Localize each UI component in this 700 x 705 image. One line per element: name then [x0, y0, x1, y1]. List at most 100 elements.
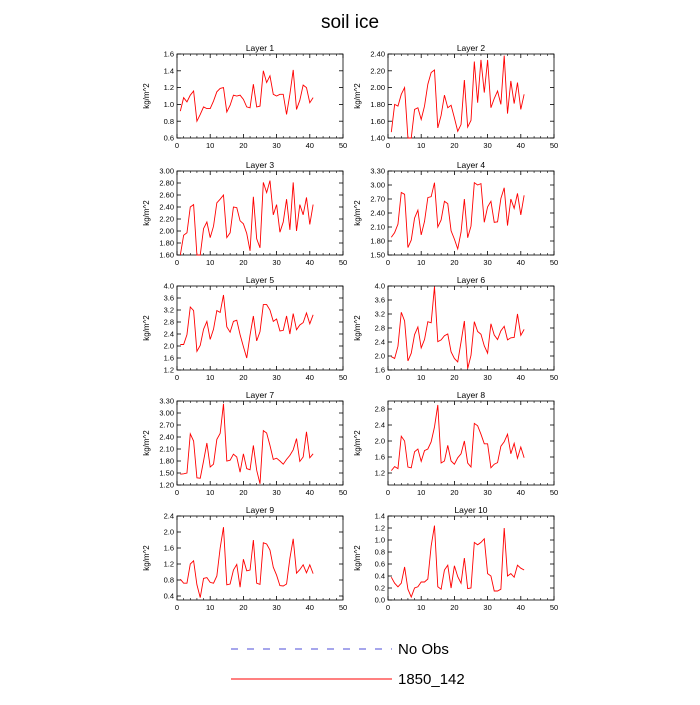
plot-frame — [176, 53, 344, 139]
y-axis-label: kg/m^2 — [142, 200, 151, 226]
panel-layer-2: Layer 2 0 10 20 30 40 50 1.40 1.60 1.80 2.00 2.20 2.… — [353, 43, 558, 150]
x-tick-label: 40 — [517, 373, 525, 382]
y-tick-label: 0.2 — [375, 584, 385, 593]
panel-layer-3: Layer 3 0 10 20 30 40 50 1.60 1.80 2.00 2.20 2.40 2.… — [142, 160, 347, 267]
y-tick-label: 3.00 — [159, 409, 174, 418]
x-tick-label: 30 — [272, 258, 280, 267]
y-tick-label: 3.2 — [375, 310, 385, 319]
panel-title: Layer 9 — [246, 505, 275, 515]
y-tick-label: 1.4 — [375, 512, 385, 521]
y-tick-label: 1.0 — [164, 100, 174, 109]
x-tick-label: 10 — [206, 141, 214, 150]
y-tick-label: 0.8 — [164, 576, 174, 585]
x-tick-label: 30 — [483, 488, 491, 497]
x-tick-label: 10 — [206, 603, 214, 612]
x-tick-label: 30 — [272, 141, 280, 150]
y-tick-label: 2.4 — [375, 338, 385, 347]
y-axis-label: kg/m^2 — [353, 315, 362, 341]
y-tick-label: 2.40 — [370, 209, 385, 218]
y-tick-label: 2.4 — [375, 421, 385, 430]
y-tick-label: 2.60 — [159, 191, 174, 200]
x-tick-label: 50 — [339, 373, 347, 382]
x-tick-label: 20 — [239, 603, 247, 612]
panel-layer-9: Layer 9 0 10 20 30 40 50 0.4 0.8 1.2 1.6 2.0 2.4 kg/m… — [142, 505, 347, 612]
y-tick-label: 2.0 — [375, 437, 385, 446]
x-tick-label: 40 — [517, 488, 525, 497]
x-tick-label: 30 — [272, 488, 280, 497]
x-tick-label: 50 — [339, 141, 347, 150]
panel-layer-10: Layer 10 0 10 20 30 40 50 0.0 0.2 0.4 0.6 0.8 1.0 1.2… — [353, 505, 558, 612]
panel-grid: Layer 10 10 20 30 40 500.60.81.01.21.41.6kg/m… — [142, 43, 558, 612]
y-tick-label: 1.6 — [164, 544, 174, 553]
y-tick-label: 2.00 — [370, 83, 385, 92]
x-tick-label: 0 — [386, 258, 390, 267]
plot-frame — [176, 170, 344, 256]
x-tick-label: 40 — [306, 258, 314, 267]
panel-title: Layer 3 — [246, 160, 275, 170]
x-tick-label: 50 — [550, 141, 558, 150]
x-tick-label: 10 — [417, 488, 425, 497]
y-tick-label: 1.4 — [164, 66, 174, 75]
x-tick-label: 30 — [483, 141, 491, 150]
x-tick-label: 40 — [306, 373, 314, 382]
x-tick-label: 20 — [239, 373, 247, 382]
series-line-1850-142 — [390, 404, 525, 471]
y-tick-label: 1.40 — [370, 134, 385, 143]
x-tick-label: 10 — [417, 603, 425, 612]
panel-title: Layer 7 — [246, 390, 275, 400]
x-tick-label: 30 — [483, 603, 491, 612]
x-tick-label: 0 — [175, 258, 179, 267]
series-line-1850-142 — [179, 69, 314, 123]
y-tick-label: 2.4 — [164, 512, 174, 521]
panel-layer-8: Layer 8 0 10 20 30 40 50 1.2 1.6 2.0 2.4 2.8 kg/m^2 — [353, 390, 558, 497]
panel-title: Layer 6 — [457, 275, 486, 285]
x-tick-label: 0 — [386, 488, 390, 497]
panel-title: Layer 10 — [454, 505, 487, 515]
plot-frame — [387, 285, 555, 371]
series-line-1850-142 — [391, 286, 525, 369]
y-tick-label: 1.6 — [164, 50, 174, 59]
x-tick-label: 30 — [483, 258, 491, 267]
y-tick-label: 1.80 — [370, 100, 385, 109]
y-axis-label: kg/m^2 — [353, 545, 362, 571]
y-tick-label: 1.0 — [375, 536, 385, 545]
x-tick-label: 20 — [450, 603, 458, 612]
x-tick-label: 50 — [339, 603, 347, 612]
y-tick-label: 0.0 — [375, 596, 385, 605]
legend-label-no-obs: No Obs — [398, 641, 449, 658]
plot-frame — [387, 170, 555, 256]
y-tick-label: 4.0 — [375, 282, 385, 291]
x-tick-label: 30 — [272, 373, 280, 382]
x-tick-label: 0 — [175, 141, 179, 150]
y-tick-label: 1.6 — [375, 453, 385, 462]
panel-title: Layer 2 — [457, 43, 486, 53]
plot-frame — [387, 515, 555, 601]
y-tick-label: 1.80 — [159, 457, 174, 466]
y-tick-label: 0.6 — [164, 134, 174, 143]
y-tick-label: 1.80 — [159, 239, 174, 248]
x-tick-label: 50 — [339, 488, 347, 497]
y-tick-label: 3.00 — [370, 181, 385, 190]
y-tick-label: 2.20 — [159, 215, 174, 224]
y-tick-label: 2.0 — [164, 342, 174, 351]
y-axis-label: kg/m^2 — [142, 545, 151, 571]
y-tick-label: 2.70 — [370, 195, 385, 204]
plot-frame — [176, 285, 344, 371]
x-tick-label: 50 — [550, 373, 558, 382]
panel-layer-1: Layer 1 0 10 20 30 40 50 0.6 0.8 1.0 1.2 1.4 1.6 kg/m… — [142, 43, 347, 150]
y-tick-label: 0.8 — [164, 117, 174, 126]
y-tick-label: 2.40 — [370, 50, 385, 59]
panel-title: Layer 4 — [457, 160, 486, 170]
y-tick-label: 2.70 — [159, 421, 174, 430]
y-axis-label: kg/m^2 — [142, 315, 151, 341]
y-tick-label: 1.50 — [159, 469, 174, 478]
x-tick-label: 0 — [386, 603, 390, 612]
x-tick-label: 10 — [417, 141, 425, 150]
y-tick-label: 1.6 — [164, 354, 174, 363]
x-tick-label: 40 — [306, 603, 314, 612]
y-tick-label: 4.0 — [164, 282, 174, 291]
series-line-1850-142 — [180, 403, 314, 484]
x-tick-label: 10 — [417, 373, 425, 382]
y-tick-label: 3.30 — [370, 167, 385, 176]
